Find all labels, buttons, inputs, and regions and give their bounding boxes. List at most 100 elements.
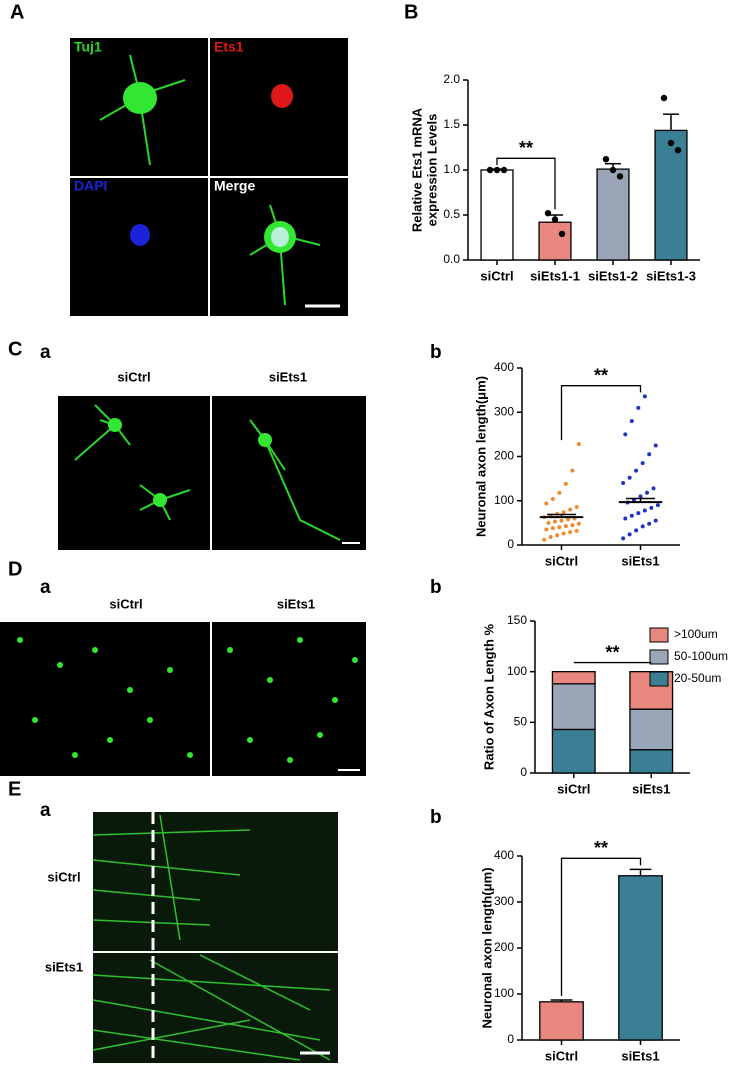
y-tick-label: 0 bbox=[507, 537, 514, 551]
data-point bbox=[627, 475, 632, 480]
x-tick-label: siCtrl bbox=[545, 553, 578, 568]
sub-label: a bbox=[40, 342, 51, 363]
data-point bbox=[640, 524, 645, 529]
data-point bbox=[544, 527, 549, 532]
data-point bbox=[550, 496, 555, 501]
data-point bbox=[655, 503, 660, 508]
data-point bbox=[642, 508, 647, 513]
significance-bracket bbox=[496, 157, 556, 210]
panel-label: E bbox=[8, 778, 21, 800]
data-point bbox=[627, 532, 632, 537]
legend-swatch bbox=[649, 627, 669, 643]
data-point bbox=[634, 528, 639, 533]
bar bbox=[654, 129, 688, 261]
x-tick-label: siCtrl bbox=[557, 781, 590, 796]
bar-segment bbox=[551, 671, 596, 685]
data-point bbox=[602, 156, 610, 163]
panel-label: B bbox=[404, 1, 418, 23]
sub-label: b bbox=[430, 807, 442, 828]
data-point bbox=[660, 94, 668, 102]
data-point bbox=[651, 486, 656, 491]
sub-label: b bbox=[430, 342, 442, 363]
condition-label: siCtrl bbox=[109, 596, 142, 611]
legend-label: 20-50um bbox=[674, 671, 721, 685]
condition-label: siEts1 bbox=[269, 369, 307, 384]
micrograph bbox=[58, 396, 366, 550]
condition-label: siEts1 bbox=[45, 959, 83, 974]
x-tick-label: siEts1-1 bbox=[530, 268, 580, 283]
channel-label: Tuj1 bbox=[74, 39, 102, 55]
y-tick-label: 1.5 bbox=[443, 117, 460, 131]
micrograph-grid bbox=[70, 38, 348, 316]
y-axis-label: expression Levels bbox=[424, 114, 439, 227]
panel-label: C bbox=[8, 338, 22, 360]
data-point bbox=[649, 505, 654, 510]
data-point bbox=[563, 523, 568, 528]
data-point bbox=[561, 531, 566, 536]
data-point bbox=[555, 533, 560, 538]
significance-bracket bbox=[560, 385, 642, 441]
sub-label: b bbox=[430, 577, 442, 598]
y-tick-label: 400 bbox=[494, 848, 514, 862]
y-tick-label: 2.0 bbox=[443, 72, 460, 86]
significance-label: ** bbox=[519, 138, 533, 158]
data-point bbox=[561, 510, 566, 515]
y-tick-label: 400 bbox=[494, 360, 514, 374]
condition-label: siCtrl bbox=[47, 869, 80, 884]
y-tick-label: 1.0 bbox=[443, 162, 460, 176]
data-point bbox=[486, 166, 494, 174]
legend-label: 50-100um bbox=[674, 649, 728, 663]
data-point bbox=[574, 528, 579, 533]
data-point bbox=[557, 490, 562, 495]
data-point bbox=[550, 526, 555, 531]
data-point bbox=[568, 530, 573, 535]
data-point bbox=[557, 525, 562, 530]
data-point bbox=[548, 535, 553, 540]
data-point bbox=[653, 518, 658, 523]
y-axis-label: Relative Ets1 mRNA bbox=[409, 107, 424, 232]
data-point bbox=[563, 481, 568, 486]
data-point bbox=[653, 443, 658, 448]
data-point bbox=[623, 432, 628, 437]
y-tick-label: 200 bbox=[494, 449, 514, 463]
bar-segment bbox=[629, 749, 674, 774]
bar bbox=[539, 1001, 584, 1041]
data-point bbox=[574, 504, 579, 509]
data-point bbox=[570, 468, 575, 473]
significance-bracket bbox=[560, 857, 642, 996]
y-tick-label: 150 bbox=[507, 613, 527, 627]
data-point bbox=[674, 147, 682, 154]
data-point bbox=[667, 139, 675, 147]
data-point bbox=[638, 494, 643, 499]
micrograph bbox=[0, 622, 366, 776]
significance-label: ** bbox=[605, 642, 619, 662]
condition-label: siCtrl bbox=[117, 369, 150, 384]
data-point bbox=[544, 501, 549, 506]
sub-label: a bbox=[40, 577, 51, 598]
channel-label: Ets1 bbox=[214, 39, 244, 55]
data-point bbox=[558, 230, 566, 238]
data-point bbox=[629, 513, 634, 518]
data-point bbox=[647, 521, 652, 526]
data-point bbox=[559, 518, 564, 523]
x-tick-label: siEts1-2 bbox=[588, 268, 638, 283]
data-point bbox=[546, 520, 551, 525]
condition-label: siEts1 bbox=[277, 596, 315, 611]
y-tick-label: 0.0 bbox=[443, 252, 460, 266]
data-point bbox=[576, 442, 581, 447]
data-point bbox=[542, 537, 547, 542]
data-point bbox=[636, 511, 641, 516]
y-tick-label: 200 bbox=[494, 940, 514, 954]
data-point bbox=[576, 521, 581, 526]
data-point bbox=[609, 166, 617, 174]
x-tick-label: siEts1 bbox=[621, 553, 659, 568]
bar bbox=[538, 221, 572, 261]
data-point bbox=[500, 166, 508, 174]
legend-swatch bbox=[649, 649, 669, 665]
significance-label: ** bbox=[594, 365, 608, 385]
y-axis-label: Neuronal axon length(μm) bbox=[473, 376, 488, 537]
y-tick-label: 100 bbox=[494, 493, 514, 507]
data-point bbox=[570, 523, 575, 528]
micrograph bbox=[92, 812, 338, 1063]
data-point bbox=[629, 419, 634, 424]
